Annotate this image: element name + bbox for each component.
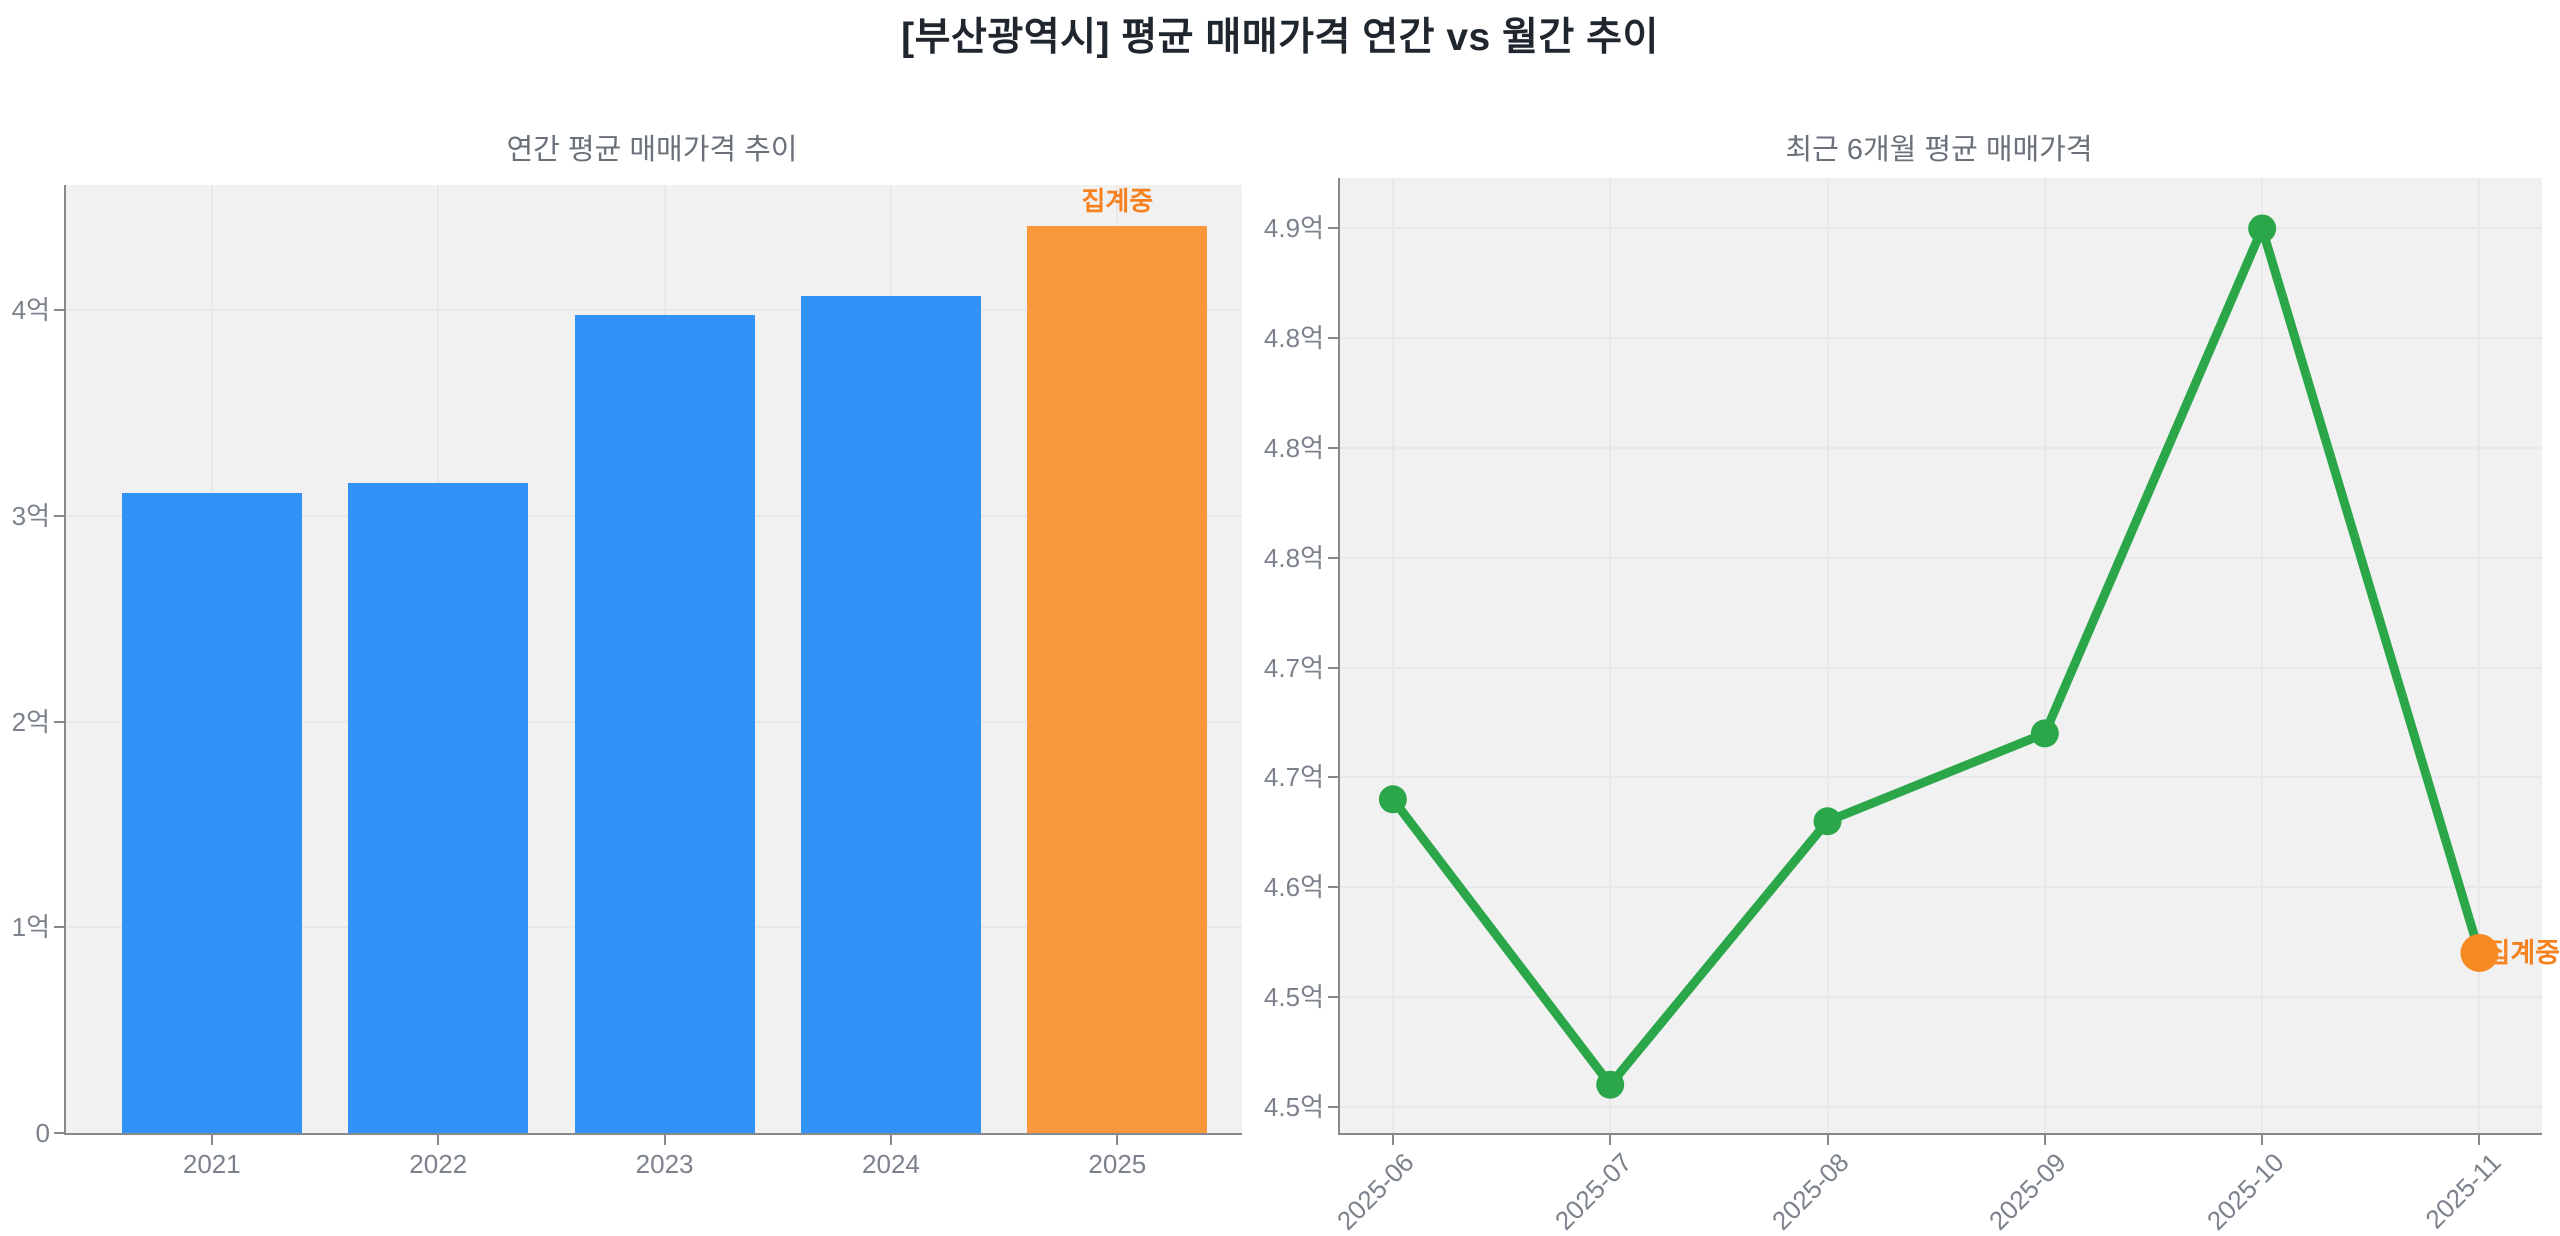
x-tick-label: 2023 bbox=[635, 1149, 694, 1179]
x-tick-mark bbox=[210, 1135, 213, 1145]
x-tick-mark bbox=[1116, 1135, 1119, 1145]
x-tick-label: 2025-07 bbox=[1548, 1147, 1638, 1236]
monthly-chart-title: 최근 6개월 평균 매매가격 bbox=[1785, 134, 2093, 166]
bar-2024 bbox=[800, 296, 981, 1133]
bar-2023 bbox=[574, 314, 755, 1133]
y-tick-mark bbox=[1328, 447, 1338, 450]
x-tick-label: 2025-10 bbox=[2200, 1147, 2290, 1236]
x-tick-mark bbox=[2043, 1135, 2046, 1145]
y-grid-line bbox=[1340, 1105, 2542, 1108]
y-tick-mark bbox=[54, 309, 64, 312]
y-tick-mark bbox=[54, 926, 64, 929]
bar-2025 bbox=[1027, 226, 1208, 1133]
x-grid-line bbox=[2261, 178, 2264, 1133]
y-tick-mark bbox=[1328, 227, 1338, 230]
y-tick-label: 2억 bbox=[11, 706, 50, 737]
x-grid-line bbox=[2478, 178, 2481, 1133]
x-tick-mark bbox=[663, 1135, 666, 1145]
annual-chart-title: 연간 평균 매매가격 추이 bbox=[506, 134, 798, 166]
y-tick-label: 4.9억 bbox=[1263, 213, 1324, 244]
x-tick-label: 2022 bbox=[409, 1149, 468, 1179]
x-grid-line bbox=[1391, 178, 1394, 1133]
x-tick-mark bbox=[437, 1135, 440, 1145]
x-tick-label: 2025-08 bbox=[1766, 1147, 1855, 1236]
bar-2021 bbox=[121, 493, 302, 1133]
y-tick-mark bbox=[54, 1132, 64, 1134]
y-tick-mark bbox=[54, 720, 64, 723]
monthly-plot-area: 4.9억 4.8억 4.8억 4.8억 4.7억 4.7억 4.6억 4.5억 4.5억 2025… bbox=[1264, 178, 2560, 1236]
y-grid-line bbox=[1340, 556, 2542, 559]
x-tick-mark bbox=[2261, 1135, 2264, 1145]
x-tick-label: 2025-06 bbox=[1331, 1147, 1421, 1236]
data-point-2025-08 bbox=[1813, 807, 1842, 836]
trend-line-canvas bbox=[1378, 214, 2499, 1099]
y-tick-mark bbox=[1328, 776, 1338, 779]
y-grid-line bbox=[1340, 447, 2542, 450]
y-tick-label: 1억 bbox=[11, 912, 50, 943]
y-tick-label: 4.8억 bbox=[1263, 542, 1324, 573]
y-grid-line bbox=[1340, 886, 2542, 889]
y-tick-mark bbox=[1328, 886, 1338, 889]
x-tick-label: 2021 bbox=[182, 1149, 241, 1179]
y-tick-mark bbox=[1328, 1105, 1338, 1108]
x-tick-label: 2024 bbox=[862, 1149, 920, 1179]
x-tick-mark bbox=[2478, 1135, 2481, 1145]
y-grid-line bbox=[66, 309, 1242, 312]
y-grid-line bbox=[1340, 995, 2542, 998]
y-tick-mark bbox=[1328, 995, 1338, 998]
y-tick-label: 4억 bbox=[11, 295, 50, 326]
y-tick-mark bbox=[1328, 556, 1338, 559]
x-tick-mark bbox=[1609, 1135, 1612, 1145]
x-grid-line bbox=[1609, 178, 1612, 1133]
y-grid-line bbox=[1340, 227, 2542, 230]
data-point-2025-11 bbox=[2460, 933, 2499, 972]
y-tick-label: 4.7억 bbox=[1263, 652, 1324, 683]
y-tick-label: 4.5억 bbox=[1263, 981, 1324, 1012]
y-tick-label: 0 bbox=[35, 1118, 50, 1148]
y-tick-label: 4.7억 bbox=[1263, 762, 1324, 793]
x-tick-label: 2025-09 bbox=[1983, 1147, 2073, 1236]
aggregating-annotation: 집계중 bbox=[1081, 186, 1154, 217]
y-tick-label: 4.6억 bbox=[1263, 872, 1324, 903]
x-tick-mark bbox=[1826, 1135, 1829, 1145]
y-tick-label: 4.5억 bbox=[1263, 1091, 1324, 1122]
trend-line bbox=[1388, 223, 2484, 1090]
y-tick-label: 3억 bbox=[11, 501, 50, 532]
data-point-2025-06 bbox=[1378, 785, 1407, 814]
bar-2022 bbox=[348, 483, 529, 1133]
x-grid-line bbox=[1826, 178, 1829, 1133]
x-tick-label: 2025-11 bbox=[2419, 1147, 2507, 1235]
data-point-2025-09 bbox=[2030, 719, 2059, 748]
y-grid-line bbox=[1340, 337, 2542, 340]
y-tick-mark bbox=[1328, 666, 1338, 669]
y-tick-mark bbox=[1328, 337, 1338, 340]
y-grid-line bbox=[1340, 666, 2542, 669]
y-tick-label: 4.8억 bbox=[1263, 433, 1324, 464]
x-tick-mark bbox=[1391, 1135, 1394, 1145]
x-tick-label: 2025 bbox=[1088, 1149, 1147, 1179]
x-tick-mark bbox=[889, 1135, 892, 1145]
data-point-2025-10 bbox=[2248, 214, 2277, 243]
y-tick-mark bbox=[54, 515, 64, 518]
annual-plot-area: 0 1억 2억 3억 4억 2021 2022 2023 2024 2025 집계중 bbox=[12, 185, 1242, 1179]
figure-title: [부산광역시] 평균 매매가격 연간 vs 월간 추이 bbox=[901, 16, 1659, 59]
x-grid-line bbox=[2043, 178, 2046, 1133]
data-point-2025-07 bbox=[1596, 1070, 1625, 1099]
y-tick-label: 4.8억 bbox=[1263, 323, 1324, 354]
